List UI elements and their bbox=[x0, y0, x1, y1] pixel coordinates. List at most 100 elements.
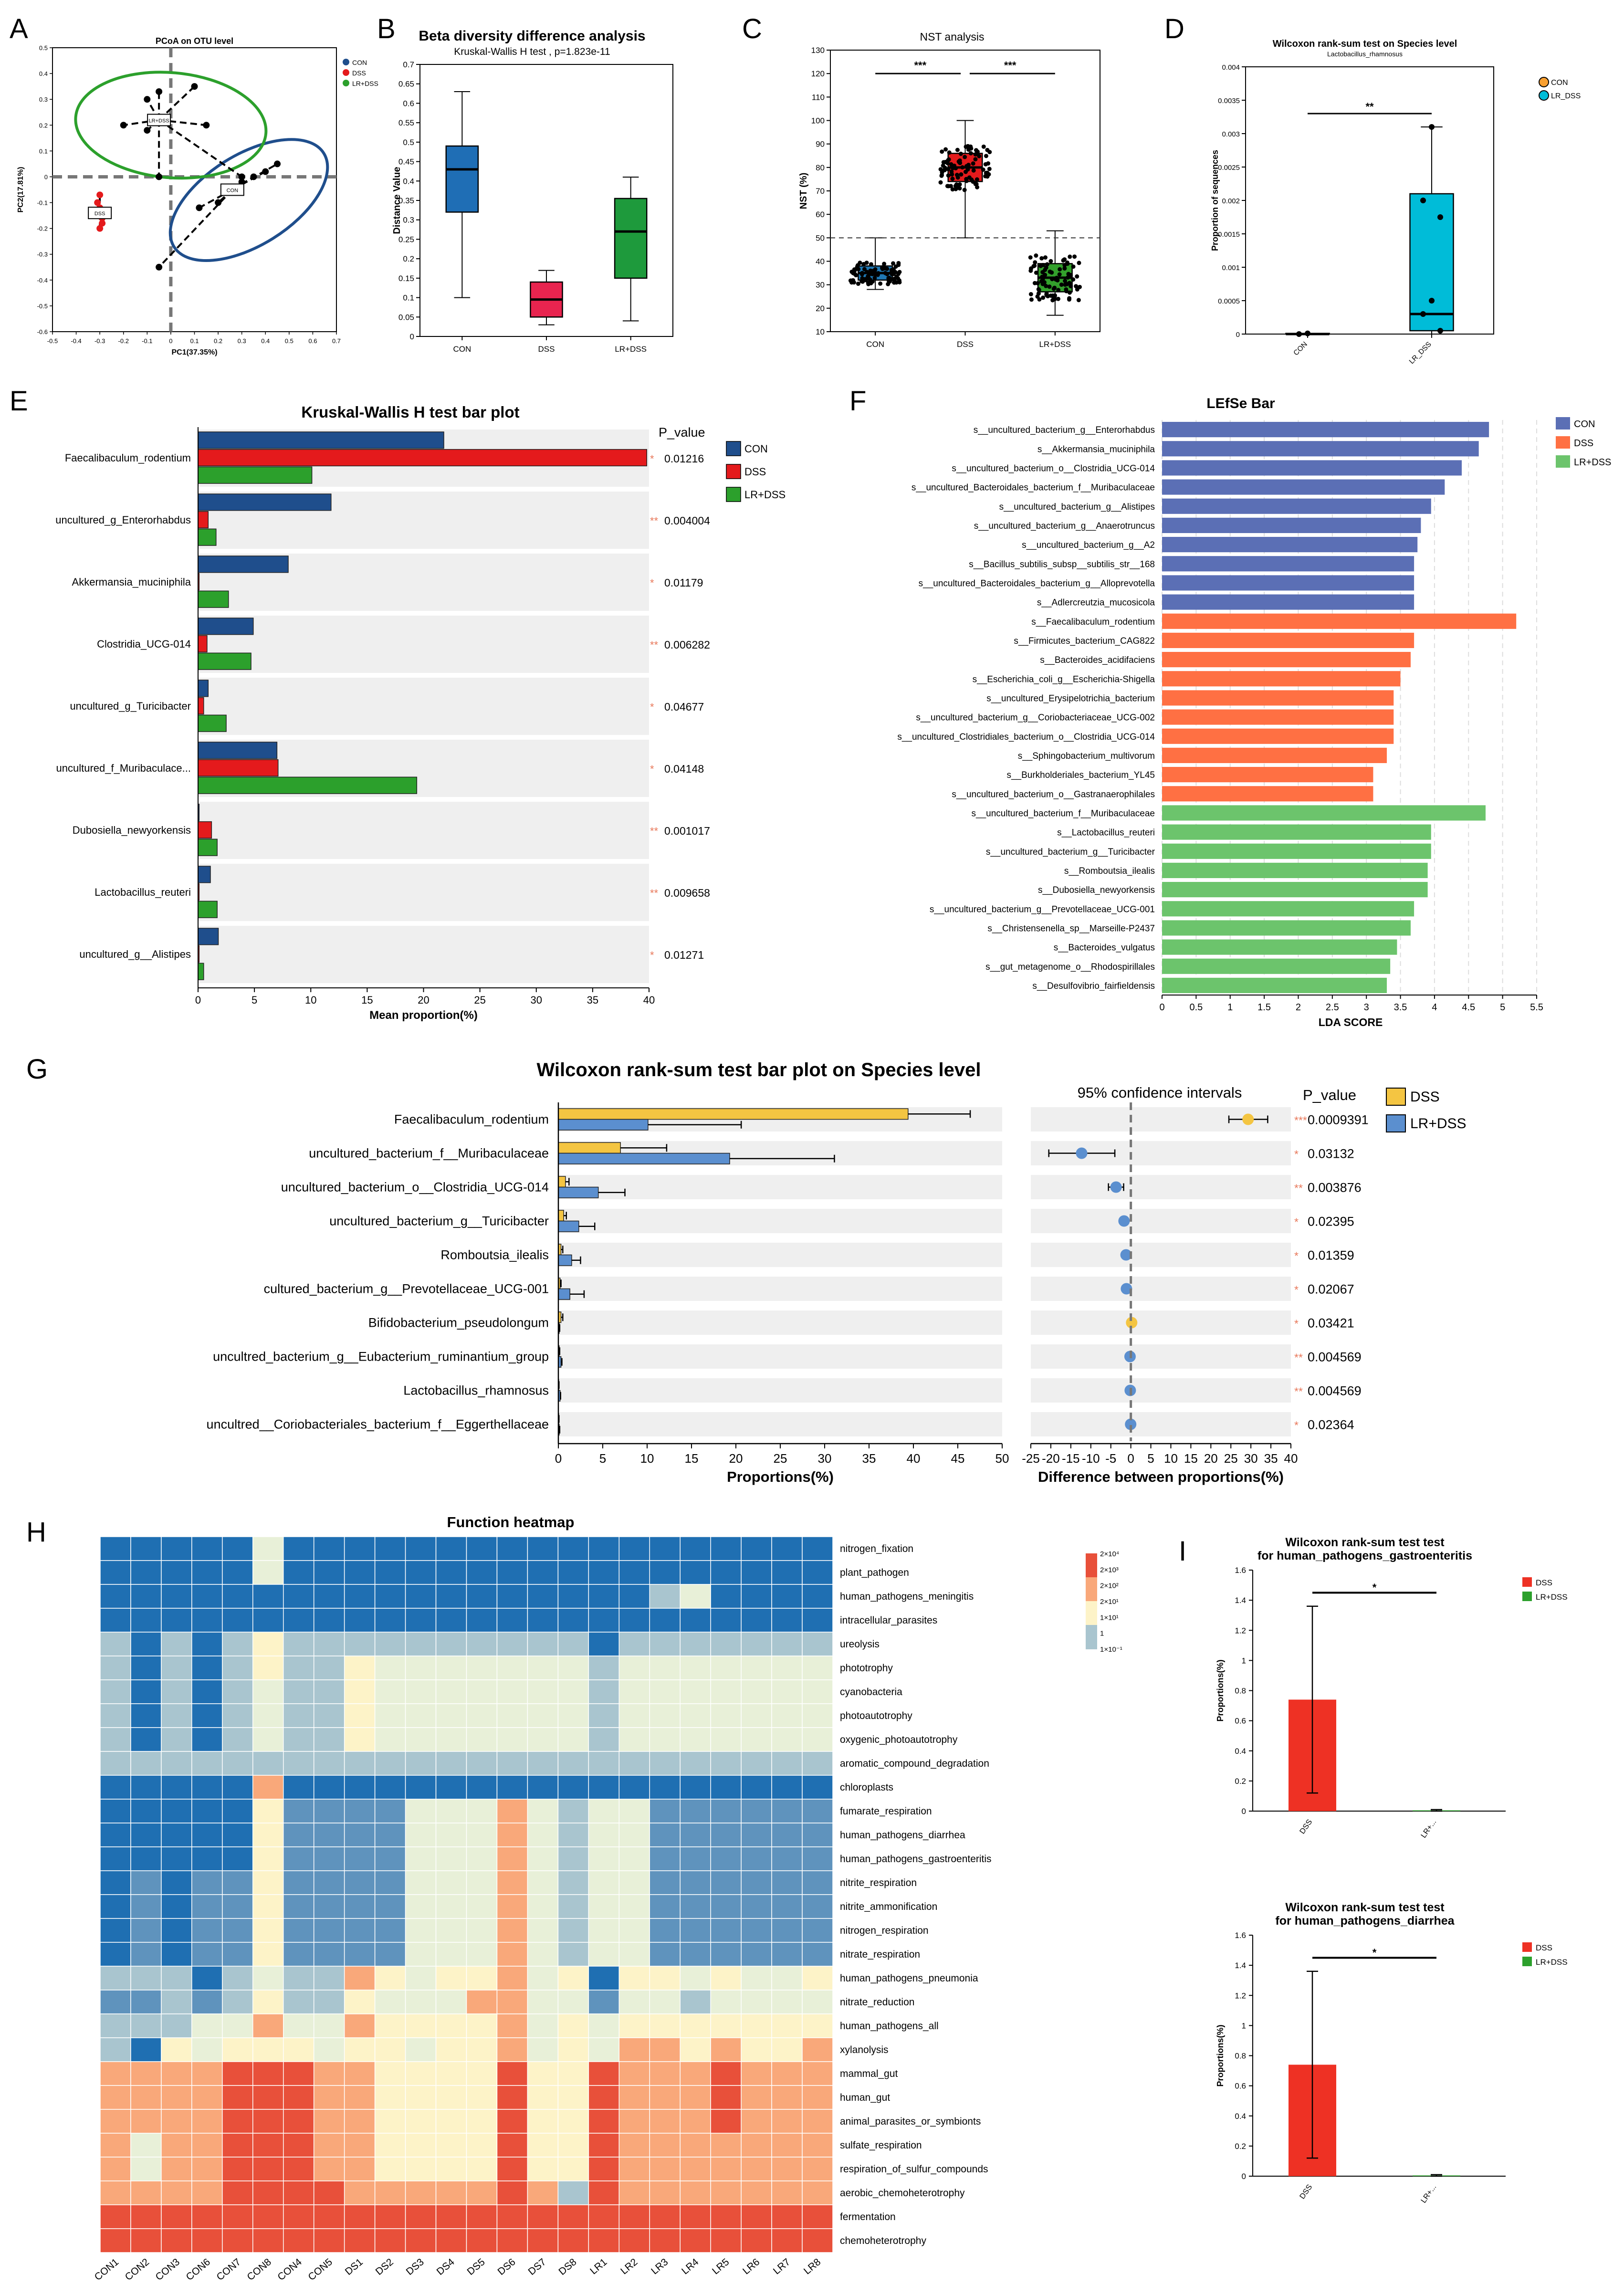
heatmap-cell bbox=[222, 1656, 253, 1680]
heatmap-cell bbox=[252, 1846, 284, 1871]
heatmap-cell bbox=[588, 1990, 620, 2014]
jitter-point bbox=[851, 280, 856, 285]
heatmap-cell bbox=[618, 2013, 650, 2038]
heatmap-cell bbox=[527, 2180, 559, 2205]
heatmap-cell bbox=[741, 1990, 772, 2014]
heatmap-cell bbox=[374, 2133, 406, 2158]
heatmap-cell bbox=[557, 1584, 589, 1609]
heatmap-cell bbox=[588, 1942, 620, 1967]
y-axis-label: Proportions(%) bbox=[1215, 2025, 1225, 2087]
colorbar-label: 2×10² bbox=[1100, 1582, 1119, 1590]
heatmap-cell bbox=[252, 1799, 284, 1823]
y-tick-label: 30 bbox=[816, 281, 825, 290]
heatmap-cell bbox=[374, 1608, 406, 1633]
row-label: human_pathogens_diarrhea bbox=[840, 1830, 965, 1841]
heatmap-cell bbox=[405, 1656, 437, 1680]
x-tick-label: 5 bbox=[1500, 1002, 1505, 1013]
jitter-point bbox=[950, 177, 955, 181]
x-tick-label: 3.5 bbox=[1394, 1002, 1407, 1013]
heatmap-cell bbox=[710, 2157, 742, 2181]
x-tick-label: 20 bbox=[1204, 1451, 1218, 1466]
heatmap-cell bbox=[374, 1775, 406, 1800]
jitter-point bbox=[940, 149, 944, 154]
heatmap-cell bbox=[313, 2109, 345, 2134]
heatmap-cell bbox=[130, 1942, 162, 1967]
heatmap-cell bbox=[588, 2228, 620, 2253]
jitter-point bbox=[883, 271, 888, 275]
heatmap-cell bbox=[252, 1584, 284, 1609]
x-tick-label: 25 bbox=[1224, 1451, 1238, 1466]
heatmap-cell bbox=[435, 2228, 467, 2253]
heatmap-cell bbox=[100, 2228, 131, 2253]
heatmap-cell bbox=[741, 1727, 772, 1752]
heatmap-cell bbox=[191, 1823, 223, 1847]
heatmap-cell bbox=[649, 2037, 681, 2062]
row-band bbox=[558, 1175, 1002, 1199]
y-tick-label: 0.4 bbox=[1235, 1747, 1246, 1756]
heatmap-cell bbox=[405, 2180, 437, 2205]
heatmap-cell bbox=[100, 1632, 131, 1656]
heatmap-cell bbox=[741, 1894, 772, 1919]
x-tick-label: 30 bbox=[818, 1451, 832, 1466]
diff-point bbox=[1242, 1113, 1254, 1125]
jitter-point bbox=[882, 262, 887, 266]
x-tick-label: 0.1 bbox=[190, 337, 199, 345]
heatmap-cell bbox=[496, 1799, 528, 1823]
heatmap-cell bbox=[222, 1560, 253, 1585]
heatmap-cell bbox=[100, 2037, 131, 2062]
jitter-point bbox=[960, 165, 965, 170]
heatmap-cell bbox=[680, 2133, 711, 2158]
jitter-point bbox=[1028, 292, 1033, 296]
jitter-point bbox=[1044, 292, 1049, 297]
heatmap-cell bbox=[649, 1942, 681, 1967]
jitter-point bbox=[862, 267, 867, 272]
heatmap-cell bbox=[252, 1823, 284, 1847]
p-value: 0.02067 bbox=[1308, 1282, 1354, 1297]
heatmap-cell bbox=[771, 1679, 803, 1704]
colorbar-segment bbox=[1086, 1577, 1097, 1602]
heatmap-cell bbox=[252, 1990, 284, 2014]
taxon-label: s__Sphingobacterium_multivorum bbox=[1018, 751, 1155, 761]
heatmap-cell bbox=[344, 1703, 376, 1728]
jitter-point bbox=[1044, 283, 1048, 288]
lda-bar bbox=[1162, 460, 1462, 476]
y-tick-label: 0.0005 bbox=[1218, 297, 1240, 305]
heatmap-cell bbox=[191, 2085, 223, 2110]
heatmap-cell bbox=[741, 1679, 772, 1704]
y-tick-label: 0.4 bbox=[1235, 2112, 1246, 2121]
y-tick-label: 0.4 bbox=[39, 70, 48, 77]
legend-label: CON bbox=[352, 59, 367, 66]
heatmap-cell bbox=[466, 1823, 498, 1847]
jitter-point bbox=[1038, 263, 1043, 268]
x-tick-label: 0.7 bbox=[332, 337, 341, 345]
heatmap-cell bbox=[527, 1703, 559, 1728]
heatmap-cell bbox=[741, 2085, 772, 2110]
heatmap-cell bbox=[710, 1846, 742, 1871]
heatmap-cell bbox=[771, 1966, 803, 1991]
heatmap-cell bbox=[771, 1846, 803, 1871]
heatmap-cell bbox=[130, 1894, 162, 1919]
heatmap-cell bbox=[161, 2133, 192, 2158]
bar bbox=[198, 431, 444, 449]
taxon-label: s__uncultured_bacterium_f__Muribaculacea… bbox=[972, 808, 1155, 818]
heatmap-cell bbox=[496, 1703, 528, 1728]
heatmap-cell bbox=[222, 1751, 253, 1776]
taxon-label: s__Dubosiella_newyorkensis bbox=[1038, 885, 1155, 895]
heatmap-cell bbox=[649, 2109, 681, 2134]
x-tick-label: LR+DSS bbox=[615, 345, 647, 354]
row-band bbox=[558, 1310, 1002, 1335]
heatmap-cell bbox=[741, 1966, 772, 1991]
heatmap-cell bbox=[344, 1584, 376, 1609]
heatmap-cell bbox=[710, 1990, 742, 2014]
jitter-point bbox=[953, 166, 958, 170]
data-point bbox=[1437, 328, 1443, 334]
heatmap-cell bbox=[618, 1870, 650, 1895]
heatmap-cell bbox=[649, 1727, 681, 1752]
heatmap-cell bbox=[496, 1846, 528, 1871]
heatmap-cell bbox=[252, 1775, 284, 1800]
heatmap-cell bbox=[313, 2133, 345, 2158]
p-value: 0.03132 bbox=[1308, 1147, 1354, 1161]
heatmap-cell bbox=[222, 1846, 253, 1871]
heatmap-cell bbox=[252, 2037, 284, 2062]
p-value: 0.04148 bbox=[664, 763, 704, 775]
